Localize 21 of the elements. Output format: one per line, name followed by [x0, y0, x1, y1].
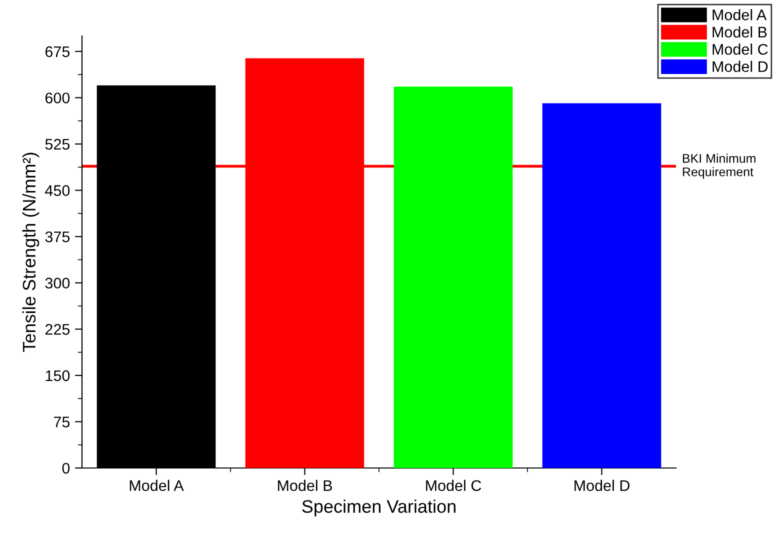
x-tick-label: Model D: [574, 480, 630, 492]
legend-label: Model B: [712, 26, 767, 38]
y-tick-label: 525: [45, 138, 70, 150]
y-tick-label: 225: [45, 324, 70, 335]
y-tick-label: 75: [54, 416, 70, 428]
x-tick-label: Model C: [426, 480, 482, 492]
y-tick-label: 0: [62, 462, 70, 474]
ref-line-label: BKI Minimum Requirement: [682, 154, 756, 179]
y-tick-label: 150: [46, 370, 70, 382]
legend-label: Model D: [712, 60, 768, 72]
y-axis-title: Tensile Strength (N/mm²): [22, 152, 40, 352]
y-tick-label: 675: [45, 46, 70, 58]
legend-label: Model A: [712, 9, 767, 20]
y-tick-label: 600: [45, 92, 70, 104]
x-axis-title: Specimen Variation: [302, 500, 456, 516]
x-tick-label: Model A: [130, 480, 184, 492]
legend-label: Model C: [712, 44, 768, 55]
y-tick-label: 375: [45, 231, 70, 242]
y-tick-label: 300: [45, 278, 70, 289]
x-tick-label: Model B: [278, 480, 332, 492]
y-tick-label: 450: [45, 185, 70, 196]
